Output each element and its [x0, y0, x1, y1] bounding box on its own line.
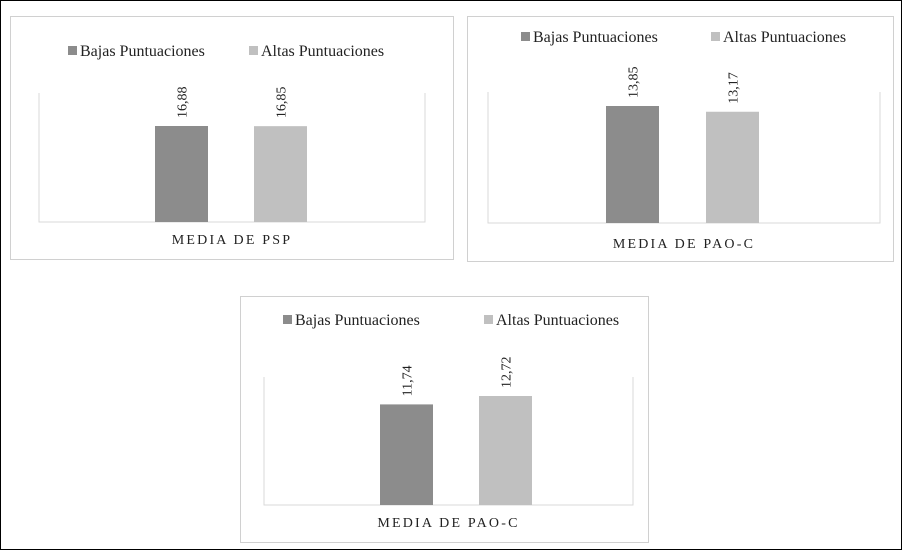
- data-label-bajas: 16,88: [176, 87, 191, 119]
- chart-psp-svg: Bajas Puntuaciones Altas Puntuaciones 16,8…: [38, 43, 426, 248]
- chart-pao-c-bottom: Bajas Puntuaciones Altas Puntuaciones 11,7…: [240, 296, 649, 543]
- chart-pao-c-bottom-svg: Bajas Puntuaciones Altas Puntuaciones 11,7…: [263, 312, 634, 531]
- legend-label-bajas: Bajas Puntuaciones: [80, 43, 205, 60]
- legend-label-altas: Altas Puntuaciones: [261, 43, 384, 60]
- data-label-altas: 12,72: [500, 357, 515, 389]
- bar-bajas: [380, 404, 433, 505]
- legend-label-altas: Altas Puntuaciones: [723, 29, 846, 46]
- data-label-altas: 16,85: [275, 87, 290, 119]
- legend-swatch-altas: [484, 315, 493, 324]
- plot-area-frame: [263, 377, 634, 506]
- legend-swatch-altas: [711, 32, 720, 41]
- chart-pao-c-top-svg: Bajas Puntuaciones Altas Puntuaciones 13,8…: [487, 29, 881, 252]
- bar-altas: [479, 396, 532, 505]
- bar-bajas: [155, 126, 208, 222]
- chart-pao-c-top: Bajas Puntuaciones Altas Puntuaciones 13,8…: [467, 16, 894, 262]
- legend-swatch-bajas: [283, 315, 292, 324]
- data-label-altas: 13,17: [727, 72, 742, 104]
- data-label-bajas: 11,74: [401, 365, 416, 396]
- legend-swatch-bajas: [521, 32, 530, 41]
- plot-area-frame: [487, 92, 881, 224]
- bar-altas: [706, 111, 759, 223]
- plot-area-frame: [38, 93, 426, 223]
- legend-swatch-bajas: [68, 46, 77, 55]
- bar-altas: [254, 126, 307, 222]
- legend-label-bajas: Bajas Puntuaciones: [295, 312, 420, 329]
- data-label-bajas: 13,85: [627, 67, 642, 99]
- category-label: MEDIA DE PSP: [172, 233, 293, 248]
- bar-bajas: [606, 106, 659, 223]
- legend-label-altas: Altas Puntuaciones: [496, 312, 619, 329]
- legend-swatch-altas: [249, 46, 258, 55]
- chart-psp: Bajas Puntuaciones Altas Puntuaciones 16,8…: [10, 16, 454, 260]
- legend-label-bajas: Bajas Puntuaciones: [533, 29, 658, 46]
- category-label: MEDIA DE PAO-C: [613, 237, 755, 252]
- category-label: MEDIA DE PAO-C: [377, 516, 519, 531]
